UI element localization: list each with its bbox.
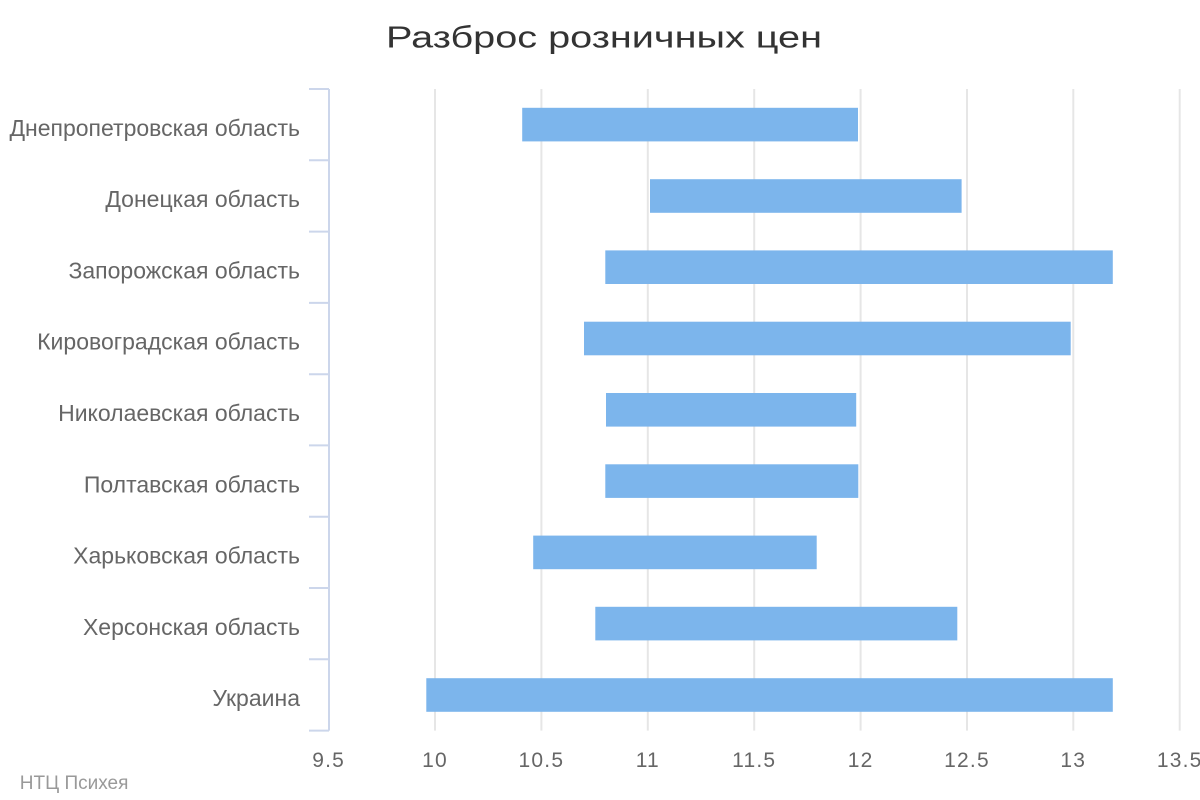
- svg-text:Украина: Украина: [212, 685, 300, 711]
- svg-text:Харьковская область: Харьковская область: [73, 543, 300, 569]
- svg-text:Запорожская область: Запорожская область: [68, 257, 300, 283]
- svg-text:Херсонская область: Херсонская область: [83, 614, 300, 640]
- svg-text:9.5: 9.5: [312, 749, 345, 772]
- svg-text:13.5: 13.5: [1157, 749, 1200, 772]
- svg-text:Разброс розничных цен: Разброс розничных цен: [386, 20, 822, 55]
- svg-text:Донецкая область: Донецкая область: [105, 186, 300, 212]
- svg-text:Полтавская область: Полтавская область: [84, 471, 300, 497]
- svg-text:11: 11: [636, 749, 660, 772]
- svg-text:Кировоградская область: Кировоградская область: [37, 329, 300, 355]
- svg-text:10: 10: [422, 749, 448, 772]
- svg-text:11.5: 11.5: [732, 749, 776, 772]
- svg-text:12: 12: [848, 749, 874, 772]
- svg-text:Днепропетровская область: Днепропетровская область: [9, 115, 300, 141]
- svg-text:НТЦ Психея: НТЦ Психея: [20, 773, 129, 794]
- svg-text:12.5: 12.5: [944, 749, 990, 772]
- svg-text:Николаевская область: Николаевская область: [58, 400, 300, 426]
- svg-text:13: 13: [1060, 749, 1086, 772]
- svg-text:10.5: 10.5: [519, 749, 565, 772]
